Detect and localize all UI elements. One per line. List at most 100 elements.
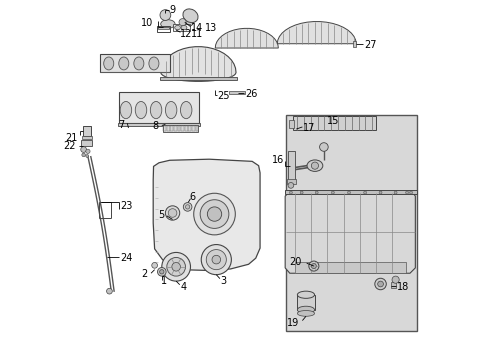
- Text: 3: 3: [220, 276, 227, 286]
- Bar: [181, 126, 184, 131]
- Circle shape: [168, 209, 177, 217]
- Bar: [172, 24, 191, 31]
- Ellipse shape: [297, 291, 315, 298]
- Ellipse shape: [297, 311, 315, 316]
- Polygon shape: [285, 192, 416, 273]
- Bar: [287, 179, 296, 184]
- Text: 25: 25: [218, 91, 230, 101]
- Text: 24: 24: [120, 253, 133, 263]
- Circle shape: [162, 252, 191, 281]
- Bar: [174, 126, 177, 131]
- Bar: [160, 77, 237, 80]
- Text: 16: 16: [271, 155, 284, 165]
- Bar: [229, 91, 245, 94]
- Ellipse shape: [307, 160, 323, 171]
- Bar: [286, 116, 417, 330]
- Circle shape: [378, 281, 383, 287]
- Text: 13: 13: [205, 23, 217, 33]
- Bar: [288, 151, 295, 181]
- Circle shape: [206, 249, 226, 270]
- Circle shape: [212, 255, 220, 264]
- Circle shape: [86, 149, 90, 153]
- Text: 19: 19: [287, 318, 299, 328]
- Text: 4: 4: [180, 282, 187, 292]
- Polygon shape: [277, 22, 356, 44]
- Circle shape: [201, 244, 231, 275]
- Ellipse shape: [119, 57, 129, 70]
- Circle shape: [107, 288, 112, 294]
- Text: 12: 12: [180, 29, 192, 39]
- Circle shape: [331, 191, 334, 194]
- Bar: [163, 126, 166, 131]
- Bar: [157, 26, 170, 32]
- Bar: [171, 126, 173, 131]
- Text: 10: 10: [141, 18, 153, 28]
- Polygon shape: [153, 159, 260, 270]
- Bar: [297, 295, 315, 310]
- Circle shape: [406, 191, 409, 194]
- Bar: [185, 126, 188, 131]
- Ellipse shape: [180, 102, 192, 119]
- Text: 14: 14: [191, 23, 203, 33]
- Bar: [192, 126, 195, 131]
- Circle shape: [183, 203, 192, 211]
- Text: 2: 2: [141, 269, 147, 279]
- Circle shape: [300, 191, 303, 194]
- Bar: [81, 140, 92, 145]
- Bar: [295, 262, 406, 273]
- Circle shape: [379, 191, 382, 194]
- Circle shape: [315, 191, 318, 194]
- Polygon shape: [215, 28, 278, 48]
- Polygon shape: [161, 47, 236, 81]
- Ellipse shape: [135, 102, 147, 119]
- Ellipse shape: [181, 26, 187, 30]
- Text: 8: 8: [152, 121, 158, 131]
- Ellipse shape: [297, 306, 315, 314]
- Text: 9: 9: [170, 5, 176, 15]
- Text: 15: 15: [327, 116, 339, 126]
- Circle shape: [179, 19, 186, 26]
- Ellipse shape: [161, 20, 175, 28]
- Circle shape: [200, 200, 229, 228]
- Text: 22: 22: [63, 141, 76, 151]
- Circle shape: [160, 10, 171, 21]
- Ellipse shape: [134, 57, 144, 70]
- Bar: [285, 190, 417, 194]
- Text: 20: 20: [289, 257, 302, 267]
- Text: 26: 26: [245, 89, 257, 99]
- Circle shape: [311, 162, 318, 169]
- Ellipse shape: [104, 57, 114, 70]
- Circle shape: [392, 276, 399, 283]
- Bar: [158, 27, 169, 30]
- Text: 18: 18: [397, 282, 409, 292]
- Bar: [188, 126, 191, 131]
- Ellipse shape: [149, 57, 159, 70]
- Bar: [294, 116, 376, 130]
- Text: 17: 17: [303, 123, 316, 132]
- Circle shape: [394, 191, 397, 194]
- Text: 1: 1: [161, 276, 167, 286]
- Circle shape: [172, 262, 180, 271]
- Circle shape: [167, 257, 186, 276]
- Ellipse shape: [150, 102, 162, 119]
- Ellipse shape: [166, 102, 177, 119]
- Circle shape: [288, 183, 294, 188]
- Circle shape: [194, 193, 235, 235]
- Circle shape: [157, 267, 166, 276]
- Bar: [83, 126, 91, 136]
- Circle shape: [290, 191, 293, 194]
- Bar: [163, 125, 198, 132]
- Circle shape: [86, 154, 89, 157]
- Circle shape: [166, 206, 180, 220]
- Circle shape: [186, 205, 190, 209]
- Circle shape: [364, 191, 367, 194]
- Circle shape: [152, 262, 157, 268]
- Circle shape: [160, 270, 164, 274]
- Bar: [118, 123, 200, 126]
- Ellipse shape: [182, 18, 194, 27]
- Circle shape: [375, 278, 386, 290]
- Bar: [82, 135, 92, 139]
- Ellipse shape: [120, 102, 132, 119]
- Bar: [353, 41, 356, 47]
- Text: 5: 5: [158, 210, 164, 220]
